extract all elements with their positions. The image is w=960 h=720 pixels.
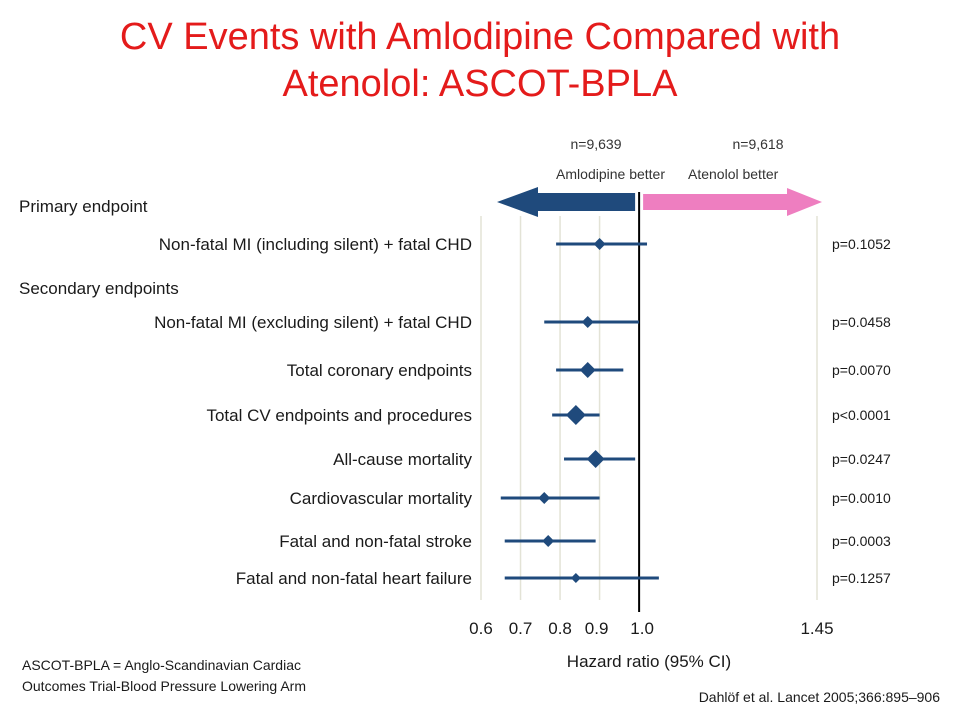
- title-line-1: CV Events with Amlodipine Compared with: [119, 16, 841, 58]
- title-line-2: Atenolol: ASCOT-BPLA: [282, 63, 678, 105]
- x-tick-2: 0.8: [548, 619, 572, 638]
- p-value: p=0.0458: [832, 314, 891, 330]
- section-heading-1: Secondary endpoints: [19, 279, 179, 298]
- endpoint-row-2: Total coronary endpoints p=0.0070: [287, 361, 891, 380]
- slide-title: CV Events with Amlodipine Compared with …: [0, 14, 960, 108]
- endpoint-label: All-cause mortality: [333, 450, 472, 469]
- endpoint-label: Non-fatal MI (excluding silent) + fatal …: [154, 313, 472, 332]
- footnote-line-2: Outcomes Trial-Blood Pressure Lowering A…: [22, 678, 306, 694]
- right-n-label: n=9,618: [733, 136, 784, 152]
- endpoint-row-6: Fatal and non-fatal stroke p=0.0003: [279, 532, 891, 551]
- amlodipine-better-arrow: [497, 187, 636, 217]
- endpoint-row-3: Total CV endpoints and procedures p<0.000…: [206, 405, 891, 425]
- p-value: p=0.0070: [832, 362, 891, 378]
- direction-arrows: [497, 187, 822, 217]
- endpoint-row-0: Non-fatal MI (including silent) + fatal …: [159, 235, 891, 254]
- endpoint-label: Total CV endpoints and procedures: [206, 406, 472, 425]
- p-value: p<0.0001: [832, 407, 891, 423]
- gridlines: [480, 192, 818, 612]
- footnote: ASCOT-BPLA = Anglo-Scandinavian Cardiac …: [22, 655, 306, 697]
- endpoint-rows: Non-fatal MI (including silent) + fatal …: [154, 235, 891, 588]
- hazard-ratio-marker: [538, 492, 551, 504]
- hazard-ratio-marker: [581, 316, 594, 328]
- amlodipine-better-label: Amlodipine better: [556, 166, 665, 182]
- atenolol-better-label: Atenolol better: [688, 166, 779, 182]
- x-tick-1: 0.7: [509, 619, 533, 638]
- endpoint-label: Fatal and non-fatal heart failure: [236, 569, 472, 588]
- endpoint-label: Non-fatal MI (including silent) + fatal …: [159, 235, 472, 254]
- x-tick-5: 1.45: [800, 619, 833, 638]
- p-value: p=0.0003: [832, 533, 891, 549]
- x-axis-ticks: 0.6 0.7 0.8 0.9 1.0 1.45: [469, 619, 833, 638]
- endpoint-label: Fatal and non-fatal stroke: [279, 532, 472, 551]
- endpoint-label: Cardiovascular mortality: [290, 489, 473, 508]
- hazard-ratio-marker: [593, 238, 606, 250]
- x-axis-label: Hazard ratio (95% CI): [567, 652, 731, 671]
- hazard-ratio-marker: [586, 450, 605, 468]
- left-n-label: n=9,639: [571, 136, 622, 152]
- atenolol-better-arrow: [643, 188, 822, 216]
- endpoint-row-1: Non-fatal MI (excluding silent) + fatal …: [154, 313, 891, 332]
- endpoint-row-5: Cardiovascular mortality p=0.0010: [290, 489, 891, 508]
- p-value: p=0.1052: [832, 236, 891, 252]
- hazard-ratio-marker: [570, 573, 581, 583]
- endpoint-row-7: Fatal and non-fatal heart failure p=0.125…: [236, 569, 891, 588]
- endpoint-row-4: All-cause mortality p=0.0247: [333, 450, 891, 469]
- hazard-ratio-marker: [579, 362, 596, 378]
- p-value: p=0.1257: [832, 570, 891, 586]
- p-value: p=0.0247: [832, 451, 891, 467]
- section-headings: Primary endpoint Secondary endpoints: [19, 197, 179, 298]
- footnote-line-1: ASCOT-BPLA = Anglo-Scandinavian Cardiac: [22, 657, 301, 673]
- x-tick-0: 0.6: [469, 619, 493, 638]
- hazard-ratio-marker: [542, 535, 555, 547]
- endpoint-label: Total coronary endpoints: [287, 361, 472, 380]
- p-value: p=0.0010: [832, 490, 891, 506]
- x-tick-4: 1.0: [630, 619, 654, 638]
- x-tick-3: 0.9: [585, 619, 609, 638]
- section-heading-0: Primary endpoint: [19, 197, 148, 216]
- hazard-ratio-marker: [565, 405, 586, 425]
- citation: Dahlöf et al. Lancet 2005;366:895–906: [698, 689, 940, 705]
